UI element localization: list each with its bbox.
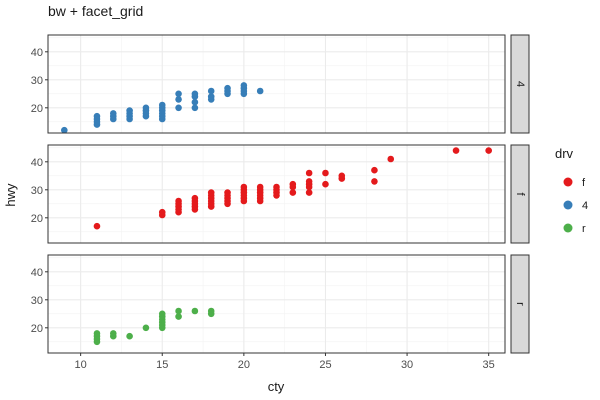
data-point xyxy=(305,169,313,177)
data-point xyxy=(305,189,313,196)
legend: drv f 4 r xyxy=(555,146,588,235)
facet-panel-4: 20 30 40 4 xyxy=(31,34,530,134)
data-point xyxy=(452,147,460,154)
data-point xyxy=(158,310,166,318)
data-point xyxy=(175,313,182,320)
data-point xyxy=(273,183,280,191)
data-point xyxy=(322,169,329,177)
data-point xyxy=(224,84,231,92)
x-tick-label: 10 xyxy=(75,359,87,371)
data-point xyxy=(158,101,166,109)
facet-strip-label: f xyxy=(514,192,526,196)
x-axis-title: cty xyxy=(268,379,285,394)
data-point xyxy=(207,189,215,196)
data-point xyxy=(485,147,492,154)
y-tick-label: 20 xyxy=(31,213,43,225)
facet-panels: 20 30 40 4 20 30 40 f 20 30 40 r xyxy=(31,34,530,354)
data-point xyxy=(289,180,297,188)
facet-strip-label: r xyxy=(514,302,526,306)
data-point xyxy=(305,178,313,185)
data-point xyxy=(240,82,248,89)
data-point xyxy=(109,110,117,117)
panel-background xyxy=(48,35,505,133)
data-point xyxy=(387,155,395,163)
data-point xyxy=(191,104,199,112)
y-tick-label: 40 xyxy=(31,47,43,59)
data-point xyxy=(371,166,378,174)
data-point xyxy=(207,87,215,95)
panel-border xyxy=(47,144,506,244)
data-point xyxy=(93,330,101,337)
data-point xyxy=(142,324,150,332)
facet-panel-f: 20 30 40 f xyxy=(31,144,530,244)
panel-background xyxy=(48,255,505,353)
facet-strip xyxy=(510,144,530,244)
legend-title: drv xyxy=(555,146,574,161)
legend-label-4: 4 xyxy=(582,200,588,212)
data-point xyxy=(175,96,182,103)
y-tick-label: 20 xyxy=(31,323,43,335)
facet-strip-label: 4 xyxy=(514,81,526,87)
y-tick-label: 40 xyxy=(31,157,43,169)
data-point xyxy=(371,178,378,185)
data-point xyxy=(207,93,215,100)
panel-border xyxy=(47,34,506,134)
data-point xyxy=(126,107,133,114)
panel-border xyxy=(47,254,506,354)
facet-panel-r: 20 30 40 r xyxy=(31,254,530,354)
data-point xyxy=(175,197,182,205)
data-point xyxy=(61,126,68,134)
data-point xyxy=(191,90,199,98)
data-point xyxy=(93,222,101,230)
x-tick-label: 25 xyxy=(319,359,331,371)
facet-strip xyxy=(510,34,530,134)
y-tick-label: 20 xyxy=(31,103,43,115)
data-point xyxy=(191,307,199,315)
x-axis: 10 15 20 25 30 35 xyxy=(75,353,495,371)
data-point xyxy=(126,332,133,340)
y-tick-label: 30 xyxy=(31,185,43,197)
data-point xyxy=(240,183,248,191)
data-point xyxy=(175,90,182,98)
x-tick-label: 20 xyxy=(238,359,250,371)
x-tick-label: 35 xyxy=(483,359,495,371)
data-point xyxy=(338,172,346,180)
legend-label-f: f xyxy=(582,177,586,189)
legend-key-4 xyxy=(563,200,573,210)
y-axis-title: hwy xyxy=(3,183,18,207)
legend-label-r: r xyxy=(582,223,586,235)
data-point xyxy=(175,307,182,315)
data-point xyxy=(175,104,182,112)
data-point xyxy=(207,307,215,315)
y-tick-label: 40 xyxy=(31,267,43,279)
data-point xyxy=(322,180,329,188)
data-point xyxy=(158,208,166,216)
data-point xyxy=(109,330,117,337)
legend-key-f xyxy=(563,177,573,187)
data-point xyxy=(191,98,199,106)
y-tick-label: 30 xyxy=(31,295,43,307)
data-point xyxy=(256,183,264,191)
x-tick-label: 30 xyxy=(401,359,413,371)
data-point xyxy=(289,189,297,196)
y-tick-label: 30 xyxy=(31,75,43,87)
facet-strip xyxy=(510,254,530,354)
data-point xyxy=(224,189,231,196)
data-point xyxy=(142,104,150,112)
data-point xyxy=(256,87,264,95)
x-tick-label: 15 xyxy=(156,359,168,371)
legend-key-r xyxy=(563,223,573,233)
data-point xyxy=(93,112,101,120)
chart-title: bw + facet_grid xyxy=(48,3,143,19)
data-point xyxy=(191,194,199,202)
